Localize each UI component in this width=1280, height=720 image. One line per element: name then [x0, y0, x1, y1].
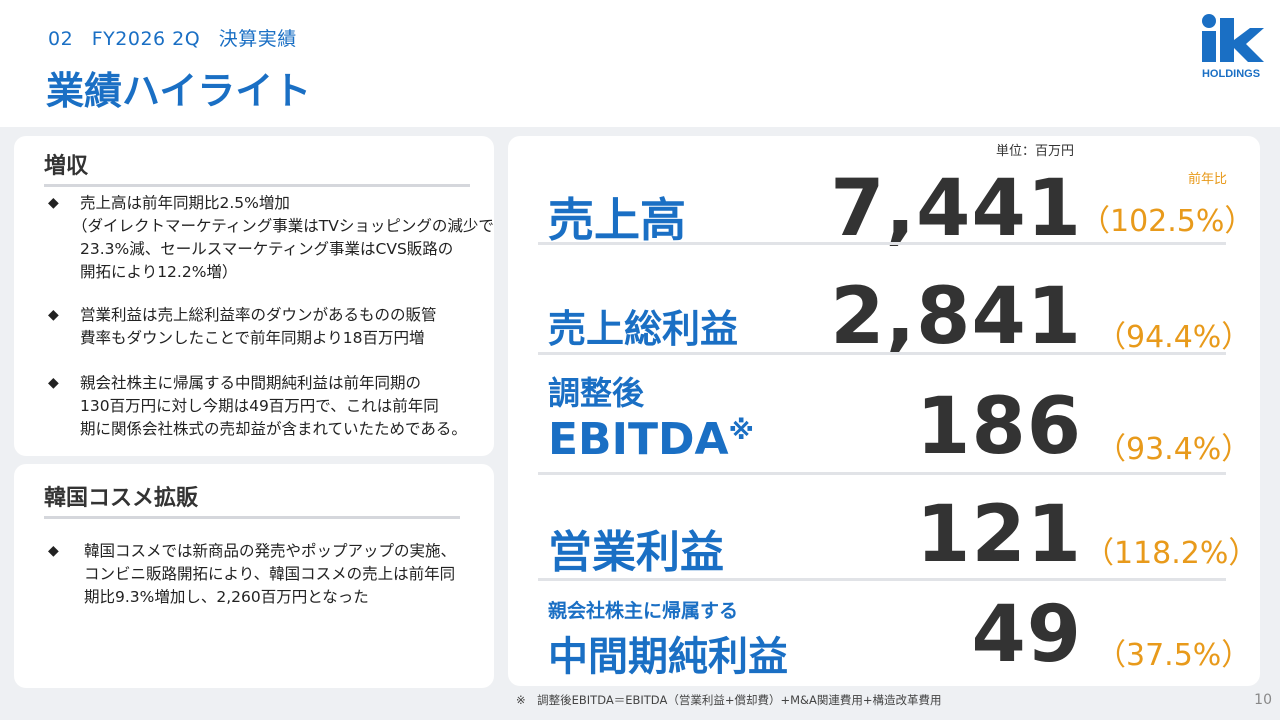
- bullet-line: 期比9.3%増加し、2,260百万円となった: [84, 588, 369, 606]
- section-name: 決算実績: [218, 28, 297, 50]
- diamond-bullet-icon: ◆: [48, 307, 59, 323]
- metric-value-ebitda: 186: [916, 382, 1082, 472]
- divider: [538, 578, 1226, 581]
- bullet-line: （ダイレクトマーケティング事業はTVショッピングの減少で: [72, 217, 494, 235]
- revenue-card-heading: 増収: [44, 154, 89, 179]
- bullet-line: 韓国コスメでは新商品の発売やポップアップの実施、: [84, 542, 457, 560]
- metric-ratio-net-income: （37.5%）: [1096, 638, 1252, 673]
- bullet-line: 開拓により12.2%増）: [80, 263, 238, 281]
- bullet-line: 費率もダウンしたことで前年同期より18百万円増: [80, 329, 425, 347]
- divider: [538, 472, 1226, 475]
- metric-ratio-operating-income: （118.2%）: [1084, 536, 1259, 571]
- divider: [538, 352, 1226, 355]
- logo-text: HOLDINGS: [1202, 68, 1260, 80]
- section-subtitle: 02 FY2026 2Q 決算実績: [48, 24, 309, 51]
- metric-label-ebitda-line1: 調整後: [548, 374, 645, 412]
- ik-holdings-logo: HOLDINGS: [1202, 14, 1264, 80]
- metric-label-gross-profit: 売上総利益: [548, 307, 739, 351]
- bullet-line: 期に関係会社株式の売却益が含まれていたためである。: [80, 420, 467, 438]
- yoy-header: 前年比: [1188, 172, 1228, 187]
- bullet-line: 親会社株主に帰属する中間期純利益は前年同期の: [80, 374, 422, 392]
- asterisk-mark: ※: [728, 416, 754, 446]
- bullet-line: 営業利益は売上総利益率のダウンがあるものの販管: [80, 306, 437, 324]
- divider: [44, 184, 470, 187]
- unit-label: 単位：百万円: [996, 144, 1075, 159]
- key-metrics-card: 単位：百万円 前年比 売上高 7,441 （102.5%） 売上総利益 2,84…: [508, 136, 1260, 686]
- bullet-line: 23.3%減、セールスマーケティング事業はCVS販路の: [80, 240, 454, 258]
- metric-ratio-gross-profit: （94.4%）: [1096, 320, 1252, 355]
- divider: [538, 242, 1226, 245]
- metric-label-ebitda-line2: EBITDA※: [548, 414, 754, 465]
- metric-label-net-sales: 売上高: [548, 193, 686, 247]
- metric-value-net-income: 49: [971, 590, 1082, 680]
- metric-ratio-net-sales: （102.5%）: [1080, 204, 1255, 239]
- diamond-bullet-icon: ◆: [48, 375, 59, 391]
- metric-label-operating-income: 営業利益: [548, 527, 724, 578]
- divider: [44, 516, 460, 519]
- bullet-line: 130百万円に対し今期は49百万円で、これは前年同: [80, 397, 439, 415]
- ebitda-label: EBITDA: [548, 414, 729, 465]
- section-number: 02: [48, 28, 74, 50]
- bullet-line: コンビニ販路開拓により、韓国コスメの売上は前年同: [84, 565, 456, 583]
- korean-cosmetics-card: 韓国コスメ拡販 ◆ 韓国コスメでは新商品の発売やポップアップの実施、 コンビニ販…: [14, 464, 494, 688]
- bullet-line: 売上高は前年同期比2.5%増加: [80, 194, 290, 212]
- section-period: FY2026 2Q: [91, 28, 201, 50]
- page-title: 業績ハイライト: [46, 69, 312, 113]
- footnote: ※ 調整後EBITDA＝EBITDA（営業利益+償却費）+M&A関連費用+構造改…: [516, 693, 942, 707]
- metric-value-net-sales: 7,441: [830, 164, 1082, 254]
- page-number: 10: [1254, 692, 1272, 708]
- metric-label-net-income-line2: 中間期純利益: [548, 634, 788, 680]
- metric-ratio-ebitda: （93.4%）: [1096, 432, 1252, 467]
- diamond-bullet-icon: ◆: [48, 195, 59, 211]
- metric-label-net-income-line1: 親会社株主に帰属する: [548, 600, 739, 622]
- metric-value-gross-profit: 2,841: [830, 272, 1082, 362]
- metric-value-operating-income: 121: [916, 490, 1082, 580]
- korean-card-heading: 韓国コスメ拡販: [44, 486, 199, 511]
- revenue-summary-card: 増収 ◆ 売上高は前年同期比2.5%増加 （ダイレクトマーケティング事業はTVシ…: [14, 136, 494, 456]
- diamond-bullet-icon: ◆: [48, 543, 59, 559]
